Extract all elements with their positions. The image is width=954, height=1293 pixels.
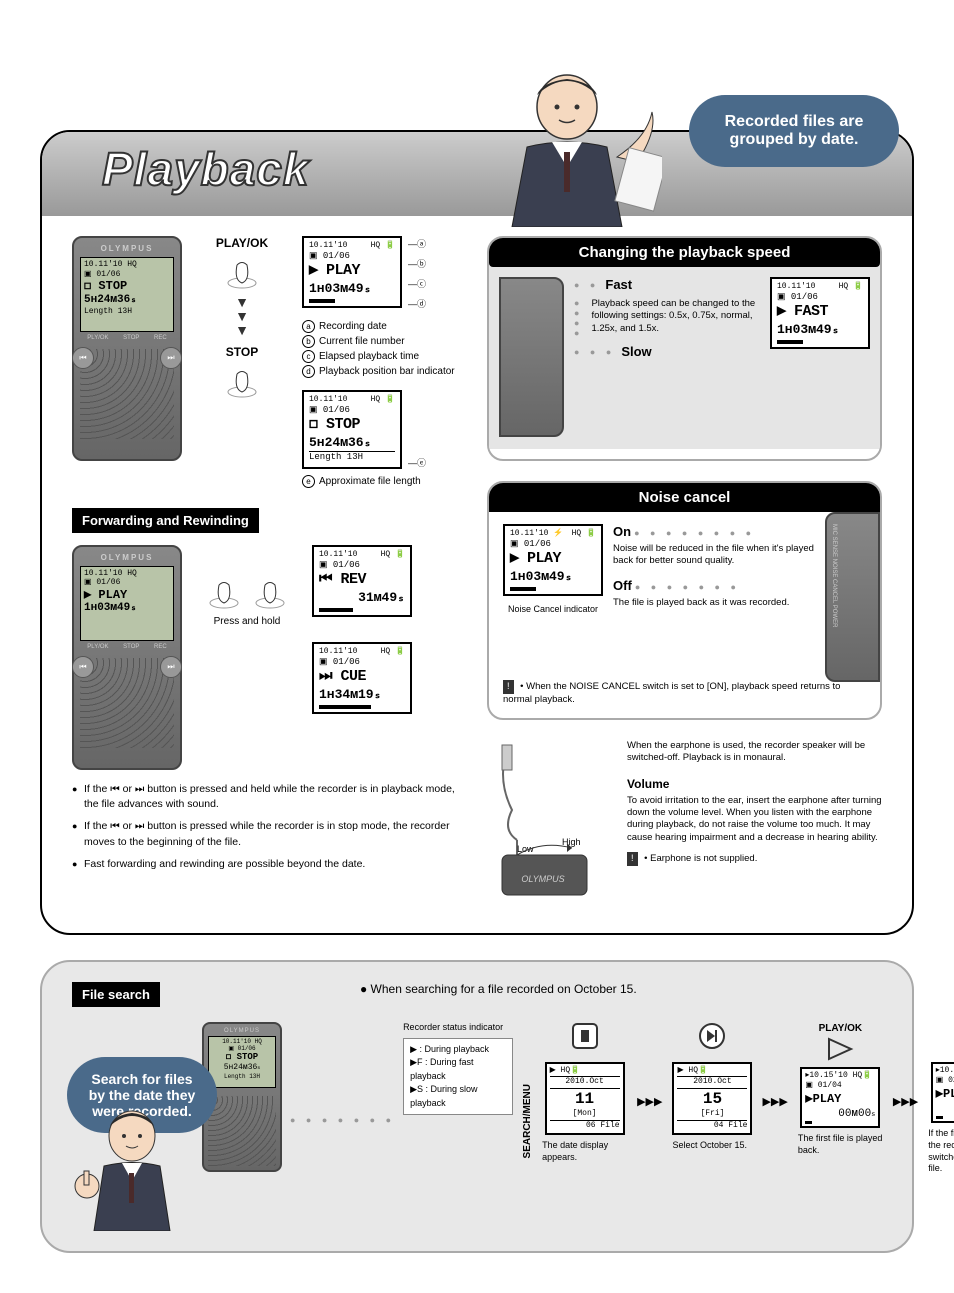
skip-fwd-icon [698, 1022, 726, 1050]
svg-text:OLYMPUS: OLYMPUS [521, 874, 564, 884]
file-search-panel: File search ● When searching for a file … [40, 960, 914, 1253]
button-icon [571, 1022, 599, 1050]
recorder-device: OLYMPUS 10.11'10 HQ ▣ 01/06 ◻ STOP 5ʜ24ᴍ… [72, 236, 182, 461]
page-title: Playback [102, 143, 309, 195]
recorder-partial-left [499, 277, 564, 437]
press-icon [222, 364, 262, 399]
person-illustration-top [472, 57, 662, 227]
recorder-partial-right: MIC SENSE NOISE CANCEL POWER [825, 512, 880, 682]
search-menu-label: SEARCH/MENU [521, 1084, 534, 1158]
stop-label: STOP [197, 345, 287, 359]
svg-text:Low: Low [517, 844, 534, 854]
skip-back-button[interactable]: ⏮ [72, 656, 94, 678]
press-icon [250, 575, 290, 610]
svg-text:High: High [562, 837, 581, 847]
lcd-cue: 10.11'10HQ 🔋 ▣ 01/06 ⏭ CUE 1ʜ34ᴍ19ₛ [312, 642, 412, 714]
play-ok-label: PLAY/OK [197, 236, 287, 250]
lcd-step4: ▸10.15'10 HQ🔋 ▣ 02/04 ▶PLAY 00ᴍ00ₛ [931, 1062, 954, 1124]
skip-back-button[interactable]: ⏮ [72, 347, 94, 369]
fwd-rew-header: Forwarding and Rewinding [72, 508, 259, 533]
skip-fwd-button[interactable]: ⏭ [160, 347, 182, 369]
person-illustration-bottom [72, 1101, 182, 1231]
play-icon [823, 1035, 857, 1063]
press-icon [222, 255, 262, 290]
lcd-stop: 10.11'10HQ 🔋 ▣ 01/06 ◻ STOP 5ʜ24ᴍ36ₛ Len… [302, 390, 402, 469]
lcd-fast: 10.11'10HQ 🔋 ▣ 01/06 ▶ FAST 1ʜ03ᴍ49ₛ [770, 277, 870, 349]
warning-icon: ! [627, 852, 638, 866]
skip-fwd-button[interactable]: ⏭ [160, 656, 182, 678]
lcd-step3: ▸10.15'10 HQ🔋 ▣ 01/04 ▶PLAY 00ᴍ00ₛ [800, 1067, 880, 1129]
lcd-step2: ▶ HQ🔋 2010.Oct 15 [Fri] 04 File [672, 1062, 752, 1135]
file-search-header: File search [72, 982, 160, 1007]
press-hold-label: Press and hold [197, 616, 297, 627]
lcd-rev: 10.11'10HQ 🔋 ▣ 01/06 ⏮ REV 31ᴍ49ₛ [312, 545, 412, 617]
noise-panel: Noise cancel 10.11'10 ⚡HQ 🔋 ▣ 01/06 ▶ PL… [487, 481, 882, 720]
playback-panel: Playback OLYMPUS 10.11'10 HQ ▣ 01/06 ◻ S… [40, 130, 914, 935]
warning-icon: ! [503, 680, 514, 694]
callout-bubble-top: Recorded files are grouped by date. [689, 95, 899, 167]
recorder-device-play: OLYMPUS 10.11'10 HQ ▣ 01/06 ▶ PLAY 1ʜ03ᴍ… [72, 545, 182, 770]
press-icon [204, 575, 244, 610]
earphone-illustration: OLYMPUS Low High [487, 740, 597, 900]
fwd-rew-notes: If the ⏮ or ⏭ button is pressed and held… [72, 782, 467, 873]
lcd-step1: ▶ HQ🔋 2010.Oct 11 [Mon] 06 File [545, 1062, 625, 1135]
speed-panel: Changing the playback speed ● ●Fast ●●●●… [487, 236, 882, 461]
lcd-play: 10.11'10HQ 🔋 ▣ 01/06 ▶ PLAY 1ʜ03ᴍ49ₛ [302, 236, 402, 308]
lcd-noise: 10.11'10 ⚡HQ 🔋 ▣ 01/06 ▶ PLAY 1ʜ03ᴍ49ₛ [503, 524, 603, 596]
